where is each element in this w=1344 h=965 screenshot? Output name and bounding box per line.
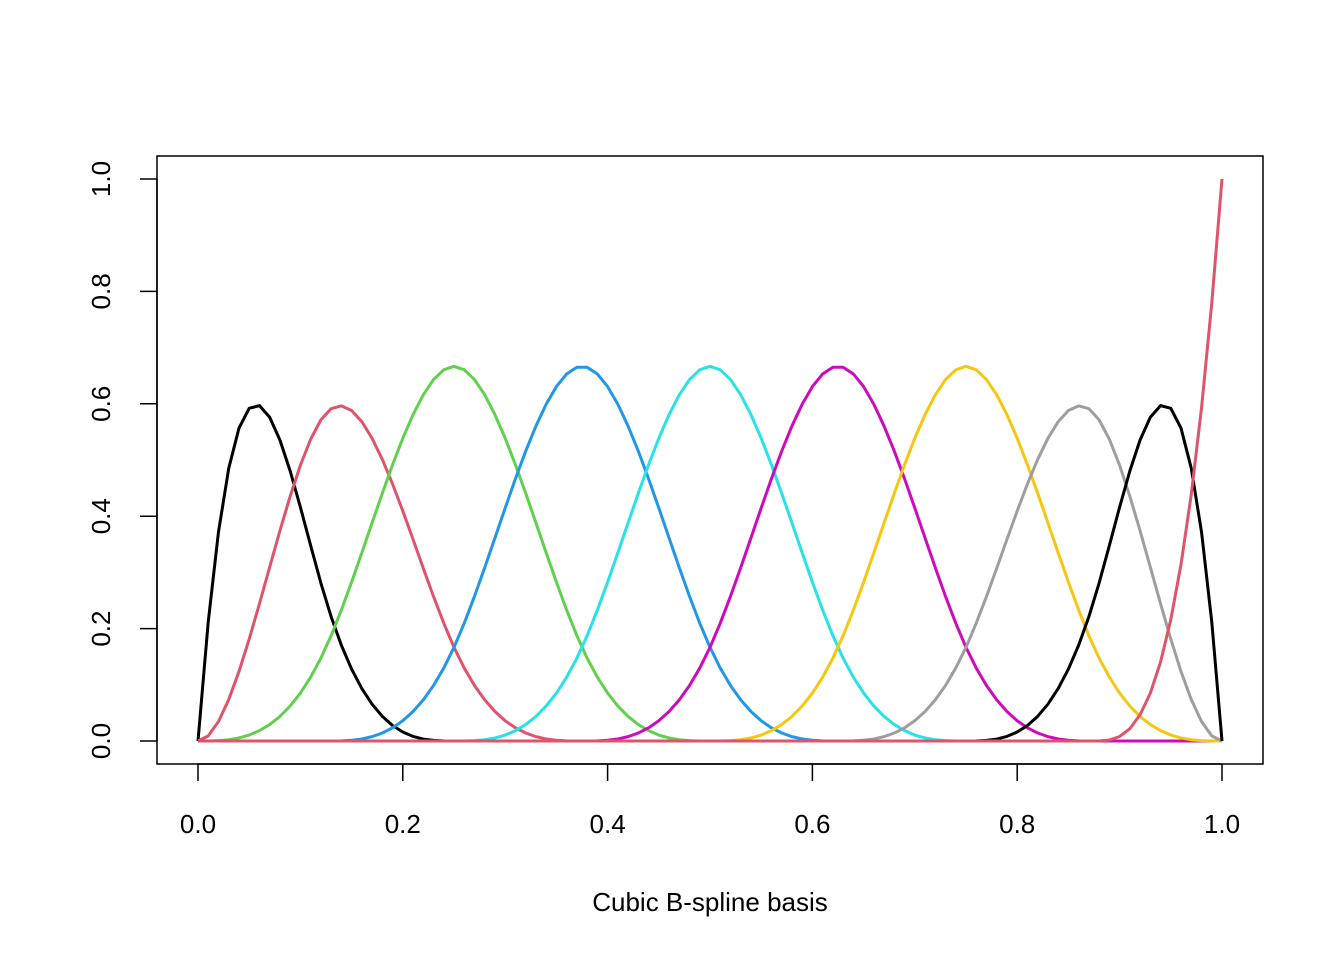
y-tick-label: 0.2: [86, 611, 116, 647]
x-tick-label: 0.0: [180, 809, 216, 839]
series-line-2: [197, 404, 1222, 743]
x-axis-label: Cubic B-spline basis: [592, 887, 828, 917]
x-tick-label: 0.6: [794, 809, 830, 839]
y-tick-label: 0.6: [86, 386, 116, 422]
series-line-5: [198, 364, 1222, 743]
x-axis: 0.0 0.2 0.4 0.6 0.8 1.0: [180, 763, 1240, 839]
y-tick-label: 0.0: [86, 723, 116, 759]
series-line-3: [197, 364, 1222, 743]
series-line-7: [198, 364, 1223, 743]
x-tick-label: 0.2: [385, 809, 421, 839]
y-tick-label: 0.8: [86, 273, 116, 309]
plot-frame: [156, 155, 1264, 765]
x-tick-label: 0.4: [590, 809, 626, 839]
series-line-1: [196, 404, 1222, 743]
series-line-6: [198, 365, 1222, 743]
y-tick-label: 1.0: [86, 161, 116, 197]
y-axis: 0.0 0.2 0.4 0.6 0.8 1.0: [86, 161, 158, 759]
x-tick-label: 1.0: [1204, 809, 1240, 839]
series-line-8: [198, 404, 1223, 743]
y-tick-label: 0.4: [86, 498, 116, 534]
x-tick-label: 0.8: [999, 809, 1035, 839]
series-line-9: [198, 404, 1224, 743]
series-lines: [196, 178, 1224, 743]
series-line-4: [198, 365, 1222, 743]
series-line-10: [198, 178, 1224, 743]
